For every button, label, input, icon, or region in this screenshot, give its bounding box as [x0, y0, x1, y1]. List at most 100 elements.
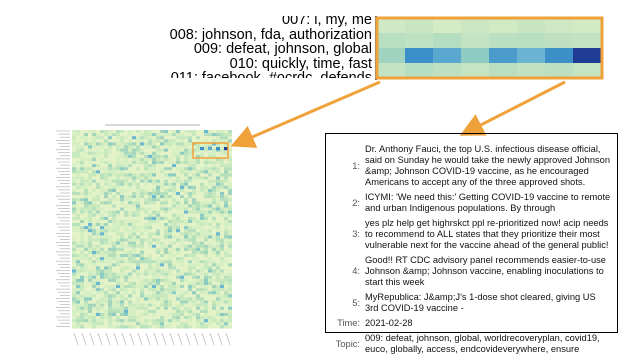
time-row: Time: 2021-02-28 [334, 318, 611, 329]
overview-cell [200, 142, 204, 146]
overview-cell [212, 316, 216, 320]
overview-cell [140, 130, 144, 134]
overview-cell [188, 210, 192, 214]
overview-cell [188, 294, 192, 298]
overview-cell [200, 173, 204, 177]
overview-cell [220, 210, 224, 214]
zoom-cell [489, 63, 517, 78]
overview-cell [140, 303, 144, 307]
overview-cell [120, 136, 124, 140]
overview-cell [204, 232, 208, 236]
overview-cell [108, 278, 112, 282]
overview-cell [216, 272, 220, 276]
overview-tick-label [113, 332, 119, 346]
overview-cell [144, 154, 148, 158]
overview-cell [196, 300, 200, 304]
overview-cell [184, 179, 188, 183]
overview-cell [212, 145, 216, 149]
overview-cell [136, 266, 140, 270]
overview-cell [228, 291, 232, 295]
overview-cell [188, 216, 192, 220]
overview-cell [228, 219, 232, 224]
overview-cell [180, 213, 184, 217]
overview-cell [220, 216, 224, 220]
overview-cell [100, 133, 104, 137]
overview-cell [208, 288, 212, 292]
overview-cell [160, 303, 164, 307]
overview-cell [96, 266, 100, 270]
overview-cell [212, 322, 216, 326]
overview-cell [168, 216, 172, 220]
overview-cell [72, 204, 76, 208]
overview-cell [164, 192, 168, 196]
overview-cell [172, 133, 176, 137]
overview-cell [156, 226, 160, 230]
overview-cell [128, 136, 132, 140]
overview-cell [220, 241, 224, 245]
overview-cell [116, 260, 120, 264]
overview-cell [128, 325, 132, 329]
overview-cell [192, 322, 196, 326]
overview-cell [168, 250, 172, 255]
overview-cell [144, 213, 148, 217]
overview-cell [160, 263, 164, 267]
overview-cell [224, 241, 228, 245]
overview-cell [144, 278, 148, 282]
overview-cell [152, 157, 156, 162]
overview-cell [228, 254, 232, 258]
overview-cell [172, 291, 176, 295]
overview-cell [156, 157, 160, 162]
overview-cell [136, 164, 140, 168]
overview-cell [144, 192, 148, 196]
overview-cell [100, 148, 104, 152]
overview-cell [184, 154, 188, 158]
overview-cell [172, 238, 176, 242]
overview-cell [152, 167, 156, 171]
overview-cell [204, 204, 208, 208]
overview-cell [124, 185, 128, 189]
overview-cell [172, 269, 176, 273]
overview-cell [216, 216, 220, 220]
overview-cell [88, 198, 92, 202]
overview-cell [228, 278, 232, 282]
overview-cell [72, 226, 76, 230]
overview-cell [184, 294, 188, 298]
overview-cell [156, 306, 160, 310]
overview-cell [136, 260, 140, 264]
overview-cell [80, 272, 84, 276]
overview-cell [216, 136, 220, 140]
overview-cell [128, 151, 132, 155]
overview-cell [228, 201, 232, 205]
overview-cell [224, 303, 228, 307]
overview-cell [200, 241, 204, 245]
overview-cell [92, 247, 96, 251]
overview-cell [176, 266, 180, 270]
overview-cell [124, 207, 128, 211]
overview-cell [224, 232, 228, 236]
overview-cell [188, 250, 192, 255]
overview-cell [216, 188, 220, 193]
overview-cell [204, 291, 208, 295]
overview-cell [172, 285, 176, 289]
overview-cell [168, 235, 172, 239]
overview-cell [72, 316, 76, 320]
overview-cell [228, 226, 232, 230]
overview-cell [204, 263, 208, 267]
overview-cell [132, 151, 136, 155]
overview-cell [112, 157, 116, 162]
overview-cell [192, 241, 196, 245]
overview-cell [184, 254, 188, 258]
overview-cell [184, 223, 188, 227]
overview-cell [104, 309, 108, 313]
overview-cell [128, 210, 132, 214]
overview-cell [92, 142, 96, 146]
overview-cell [212, 157, 216, 162]
overview-cell [192, 210, 196, 214]
overview-cell [88, 213, 92, 217]
overview-cell [112, 192, 116, 196]
overview-cell [84, 325, 88, 329]
overview-cell [148, 257, 152, 261]
overview-cell [228, 157, 232, 162]
overview-cell [184, 204, 188, 208]
overview-cell [128, 195, 132, 199]
